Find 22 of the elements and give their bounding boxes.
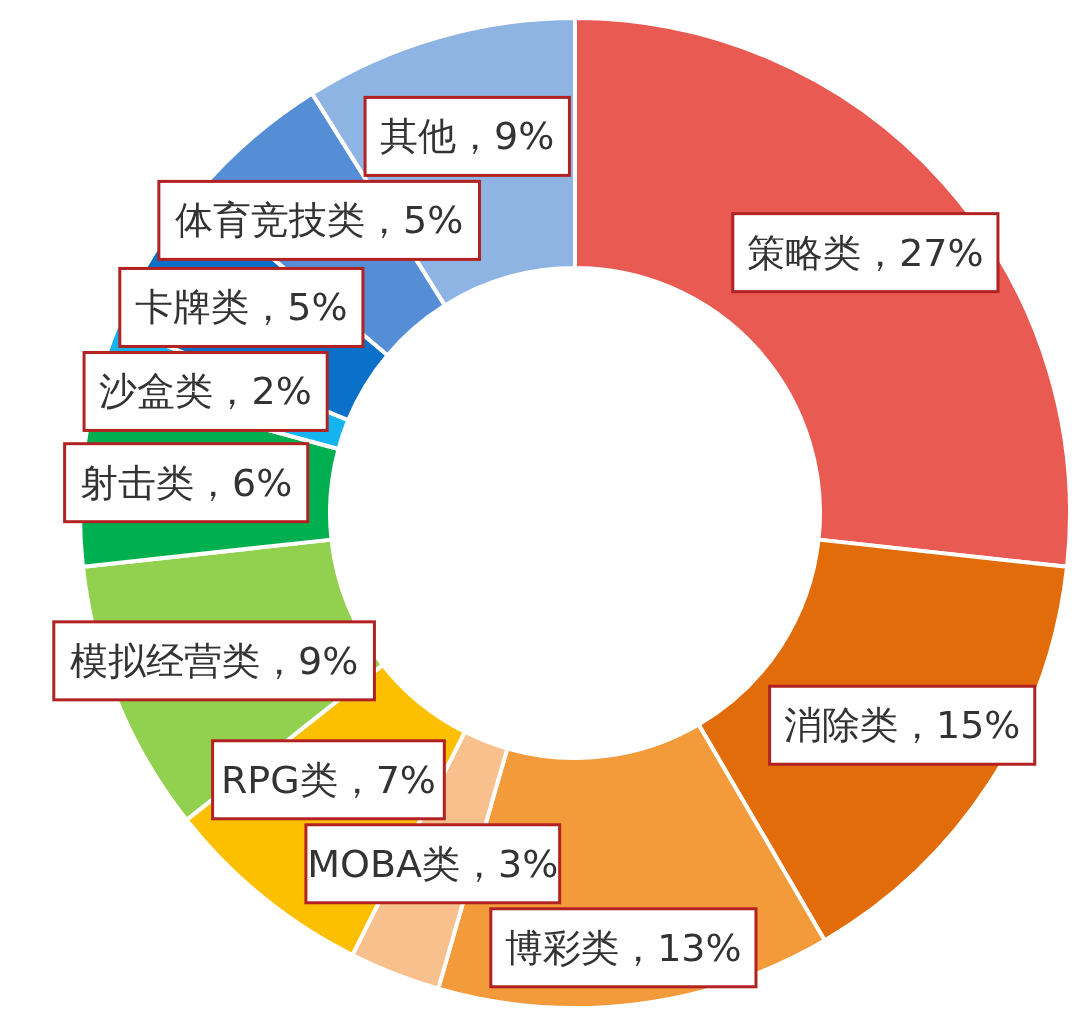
slice-label: 策略类	[747, 230, 862, 275]
slice-label: 射击类	[80, 460, 195, 505]
data-label: ，9%	[456, 114, 555, 159]
data-label: ，7%	[337, 757, 436, 802]
data-label: ，3%	[460, 841, 559, 886]
slice-label: 卡牌类	[135, 285, 250, 330]
data-label: ，15%	[897, 703, 1021, 748]
slice-label: 博彩类	[505, 925, 620, 970]
slice-label: MOBA类	[307, 841, 461, 886]
data-label: ，2%	[213, 369, 312, 414]
data-label: ，9%	[259, 638, 359, 683]
data-label: ，5%	[365, 198, 464, 243]
slice-label: 其他	[380, 114, 457, 159]
slice-label: 消除类	[783, 703, 898, 748]
data-label: ，5%	[249, 285, 348, 330]
data-label: ，27%	[861, 230, 984, 275]
data-label: ，13%	[619, 925, 742, 970]
slice-label: 沙盒类	[99, 369, 214, 414]
slice-label: 体育竞技类	[175, 198, 366, 243]
slice-label: RPG类	[220, 757, 338, 802]
data-label: ，6%	[194, 460, 293, 505]
slice-label: 模拟经营类	[69, 638, 260, 683]
